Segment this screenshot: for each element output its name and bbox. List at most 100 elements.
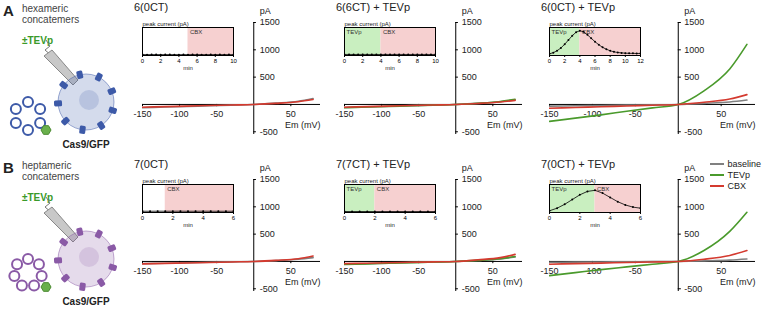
- svg-text:TEVp: TEVp: [347, 186, 363, 192]
- svg-text:Em (mV): Em (mV): [285, 277, 321, 287]
- svg-text:peak current (pA): peak current (pA): [143, 21, 189, 27]
- svg-text:4: 4: [578, 58, 582, 64]
- svg-text:1000: 1000: [260, 45, 280, 55]
- svg-text:8: 8: [214, 58, 218, 64]
- svg-text:-500: -500: [260, 127, 278, 137]
- svg-text:1000: 1000: [462, 45, 482, 55]
- svg-text:2: 2: [361, 58, 365, 64]
- svg-text:CBX: CBX: [383, 29, 395, 35]
- svg-text:50: 50: [286, 266, 296, 276]
- svg-text:-100: -100: [373, 266, 391, 276]
- svg-text:500: 500: [684, 72, 699, 82]
- svg-text:2: 2: [373, 215, 377, 221]
- svg-text:1500: 1500: [684, 17, 704, 27]
- svg-text:6: 6: [434, 215, 438, 221]
- svg-text:-500: -500: [462, 284, 480, 294]
- svg-text:6: 6: [397, 58, 401, 64]
- svg-text:heptamericconcatemers: heptamericconcatemers: [22, 160, 79, 182]
- svg-text:1500: 1500: [260, 174, 280, 184]
- svg-text:Em (mV): Em (mV): [487, 120, 523, 130]
- svg-text:500: 500: [684, 229, 699, 239]
- svg-text:4: 4: [403, 215, 407, 221]
- svg-text:Em (mV): Em (mV): [720, 120, 756, 130]
- svg-text:pA: pA: [684, 163, 695, 173]
- svg-text:4: 4: [177, 58, 181, 64]
- svg-text:2: 2: [578, 215, 582, 221]
- svg-text:0: 0: [548, 58, 552, 64]
- svg-text:2: 2: [171, 215, 175, 221]
- svg-text:1000: 1000: [462, 202, 482, 212]
- svg-text:-500: -500: [684, 284, 702, 294]
- svg-text:peak current (pA): peak current (pA): [345, 21, 391, 27]
- svg-text:8: 8: [608, 58, 612, 64]
- svg-text:-500: -500: [462, 127, 480, 137]
- svg-text:CBX: CBX: [582, 29, 594, 35]
- svg-text:min: min: [590, 65, 600, 71]
- svg-text:peak current (pA): peak current (pA): [550, 178, 596, 184]
- svg-text:1500: 1500: [260, 17, 280, 27]
- svg-text:-150: -150: [133, 109, 151, 119]
- svg-text:0: 0: [141, 215, 145, 221]
- svg-text:-500: -500: [684, 127, 702, 137]
- svg-text:-50: -50: [210, 109, 223, 119]
- svg-text:8: 8: [416, 58, 420, 64]
- svg-text:-100: -100: [171, 109, 189, 119]
- svg-text:0: 0: [548, 215, 552, 221]
- svg-text:-150: -150: [133, 266, 151, 276]
- svg-text:0: 0: [343, 215, 347, 221]
- svg-text:4: 4: [608, 215, 612, 221]
- svg-text:TEVp: TEVp: [552, 186, 568, 192]
- svg-text:Cas9/GFP: Cas9/GFP: [62, 139, 110, 150]
- svg-text:500: 500: [260, 229, 275, 239]
- svg-text:-150: -150: [335, 266, 353, 276]
- svg-text:6: 6: [593, 58, 597, 64]
- svg-text:12: 12: [637, 58, 644, 64]
- svg-text:CBX: CBX: [190, 29, 202, 35]
- svg-text:TEVp: TEVp: [552, 29, 568, 35]
- svg-text:500: 500: [260, 72, 275, 82]
- svg-text:2: 2: [563, 58, 567, 64]
- svg-text:Em (mV): Em (mV): [720, 277, 756, 287]
- svg-text:CBX: CBX: [377, 186, 389, 192]
- svg-text:50: 50: [488, 109, 498, 119]
- svg-text:10: 10: [230, 58, 237, 64]
- svg-text:6: 6: [232, 215, 236, 221]
- svg-text:500: 500: [462, 72, 477, 82]
- svg-text:50: 50: [716, 266, 726, 276]
- svg-text:50: 50: [286, 109, 296, 119]
- svg-text:1500: 1500: [684, 174, 704, 184]
- svg-text:pA: pA: [462, 163, 473, 173]
- svg-text:pA: pA: [260, 6, 271, 16]
- svg-text:1000: 1000: [684, 202, 704, 212]
- svg-text:pA: pA: [462, 6, 473, 16]
- svg-text:-100: -100: [171, 266, 189, 276]
- svg-text:min: min: [385, 222, 395, 228]
- svg-text:peak current (pA): peak current (pA): [345, 178, 391, 184]
- svg-text:A: A: [3, 2, 14, 19]
- svg-text:4: 4: [379, 58, 383, 64]
- svg-text:0: 0: [343, 58, 347, 64]
- svg-text:50: 50: [716, 109, 726, 119]
- svg-text:10: 10: [622, 58, 629, 64]
- svg-text:Cas9/GFP: Cas9/GFP: [62, 296, 110, 307]
- svg-text:1000: 1000: [260, 202, 280, 212]
- svg-text:6: 6: [195, 58, 199, 64]
- svg-text:-50: -50: [210, 266, 223, 276]
- svg-text:6: 6: [639, 215, 643, 221]
- svg-text:-500: -500: [260, 284, 278, 294]
- svg-text:peak current (pA): peak current (pA): [143, 178, 189, 184]
- svg-text:-50: -50: [412, 109, 425, 119]
- svg-text:peak current (pA): peak current (pA): [550, 21, 596, 27]
- svg-text:-50: -50: [629, 266, 642, 276]
- svg-text:-150: -150: [540, 109, 558, 119]
- svg-text:min: min: [183, 222, 193, 228]
- svg-text:min: min: [590, 222, 600, 228]
- svg-text:min: min: [183, 65, 193, 71]
- svg-text:CBX: CBX: [167, 186, 179, 192]
- svg-text:pA: pA: [684, 6, 695, 16]
- svg-text:2: 2: [159, 58, 163, 64]
- svg-text:pA: pA: [260, 163, 271, 173]
- svg-text:-50: -50: [412, 266, 425, 276]
- svg-text:1500: 1500: [462, 17, 482, 27]
- svg-text:50: 50: [488, 266, 498, 276]
